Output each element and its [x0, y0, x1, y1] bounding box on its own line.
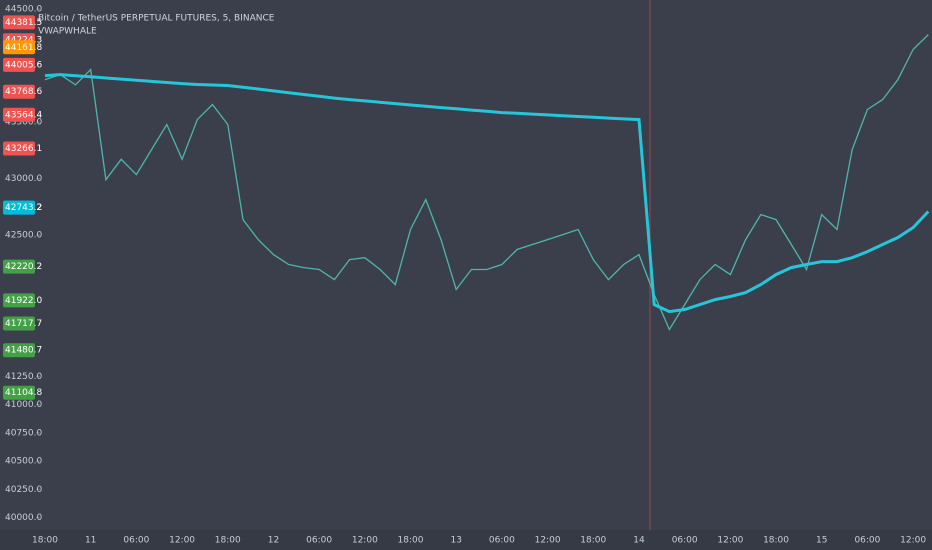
y-tick-label: 43500.0 — [5, 118, 42, 128]
x-tick-label: 12:00 — [352, 536, 378, 546]
time-axis-background — [0, 530, 932, 550]
price-tag-label: 43564.4 — [5, 110, 42, 120]
price-tag-label: 41104.8 — [5, 388, 42, 398]
x-tick-label: 12 — [268, 536, 279, 546]
price-tag — [3, 57, 35, 72]
price-tag — [3, 316, 35, 331]
price-tag — [3, 141, 35, 156]
y-tick-label: 42500.0 — [5, 231, 42, 241]
y-tick-label: 41250.0 — [5, 372, 42, 382]
price-tag-label: 43266.1 — [5, 144, 42, 154]
price-tag — [3, 40, 35, 55]
price-tag — [3, 259, 35, 274]
price-tag — [3, 107, 35, 122]
x-tick-label: 15 — [816, 536, 827, 546]
plot-background — [0, 0, 932, 530]
price-tag — [3, 343, 35, 358]
price-tag — [3, 15, 35, 30]
x-tick-label: 12:00 — [717, 536, 743, 546]
price-tag-label: 41922.0 — [5, 296, 42, 306]
x-tick-label: 06:00 — [489, 536, 515, 546]
price-tag-label: 41480.7 — [5, 346, 42, 356]
price-tag-label: 44161.8 — [5, 43, 42, 53]
x-tick-label: 18:00 — [763, 536, 789, 546]
price-tag — [3, 84, 35, 99]
x-tick-label: 06:00 — [123, 536, 149, 546]
x-tick-label: 06:00 — [672, 536, 698, 546]
y-tick-label: 43000.0 — [5, 174, 42, 184]
x-tick-label: 12:00 — [535, 536, 561, 546]
price-tag-label: 42220.2 — [5, 262, 42, 272]
x-tick-label: 11 — [85, 536, 96, 546]
y-tick-label: 40000.0 — [5, 513, 42, 523]
y-tick-label: 40500.0 — [5, 457, 42, 467]
price-tag-label: 43768.6 — [5, 87, 42, 97]
x-tick-label: 13 — [450, 536, 461, 546]
price-tag-label: 44005.6 — [5, 60, 42, 70]
price-tag-label: 42743.2 — [5, 203, 42, 213]
price-tag — [3, 200, 35, 215]
indicator-name: VWAPWHALE — [38, 27, 97, 37]
x-tick-label: 06:00 — [854, 536, 880, 546]
y-tick-label: 41000.0 — [5, 400, 42, 410]
chart-title: Bitcoin / TetherUS PERPETUAL FUTURES, 5,… — [38, 14, 275, 24]
x-tick-label: 18:00 — [580, 536, 606, 546]
price-tag — [3, 385, 35, 400]
price-tag — [3, 293, 35, 308]
vwap-line — [44, 73, 930, 314]
x-tick-label: 12:00 — [169, 536, 195, 546]
price-tag-label: 41717.7 — [5, 319, 42, 329]
y-tick-label: 40750.0 — [5, 428, 42, 438]
price-line — [44, 34, 929, 331]
x-tick-label: 14 — [633, 536, 645, 546]
x-tick-label: 12:00 — [900, 536, 926, 546]
y-tick-label: 44500.0 — [5, 5, 42, 15]
x-tick-label: 18:00 — [398, 536, 424, 546]
x-tick-label: 06:00 — [306, 536, 332, 546]
x-tick-label: 18:00 — [32, 536, 58, 546]
price-tag-label: 44381.5 — [5, 18, 42, 28]
y-tick-label: 40250.0 — [5, 485, 42, 495]
x-tick-label: 18:00 — [215, 536, 241, 546]
